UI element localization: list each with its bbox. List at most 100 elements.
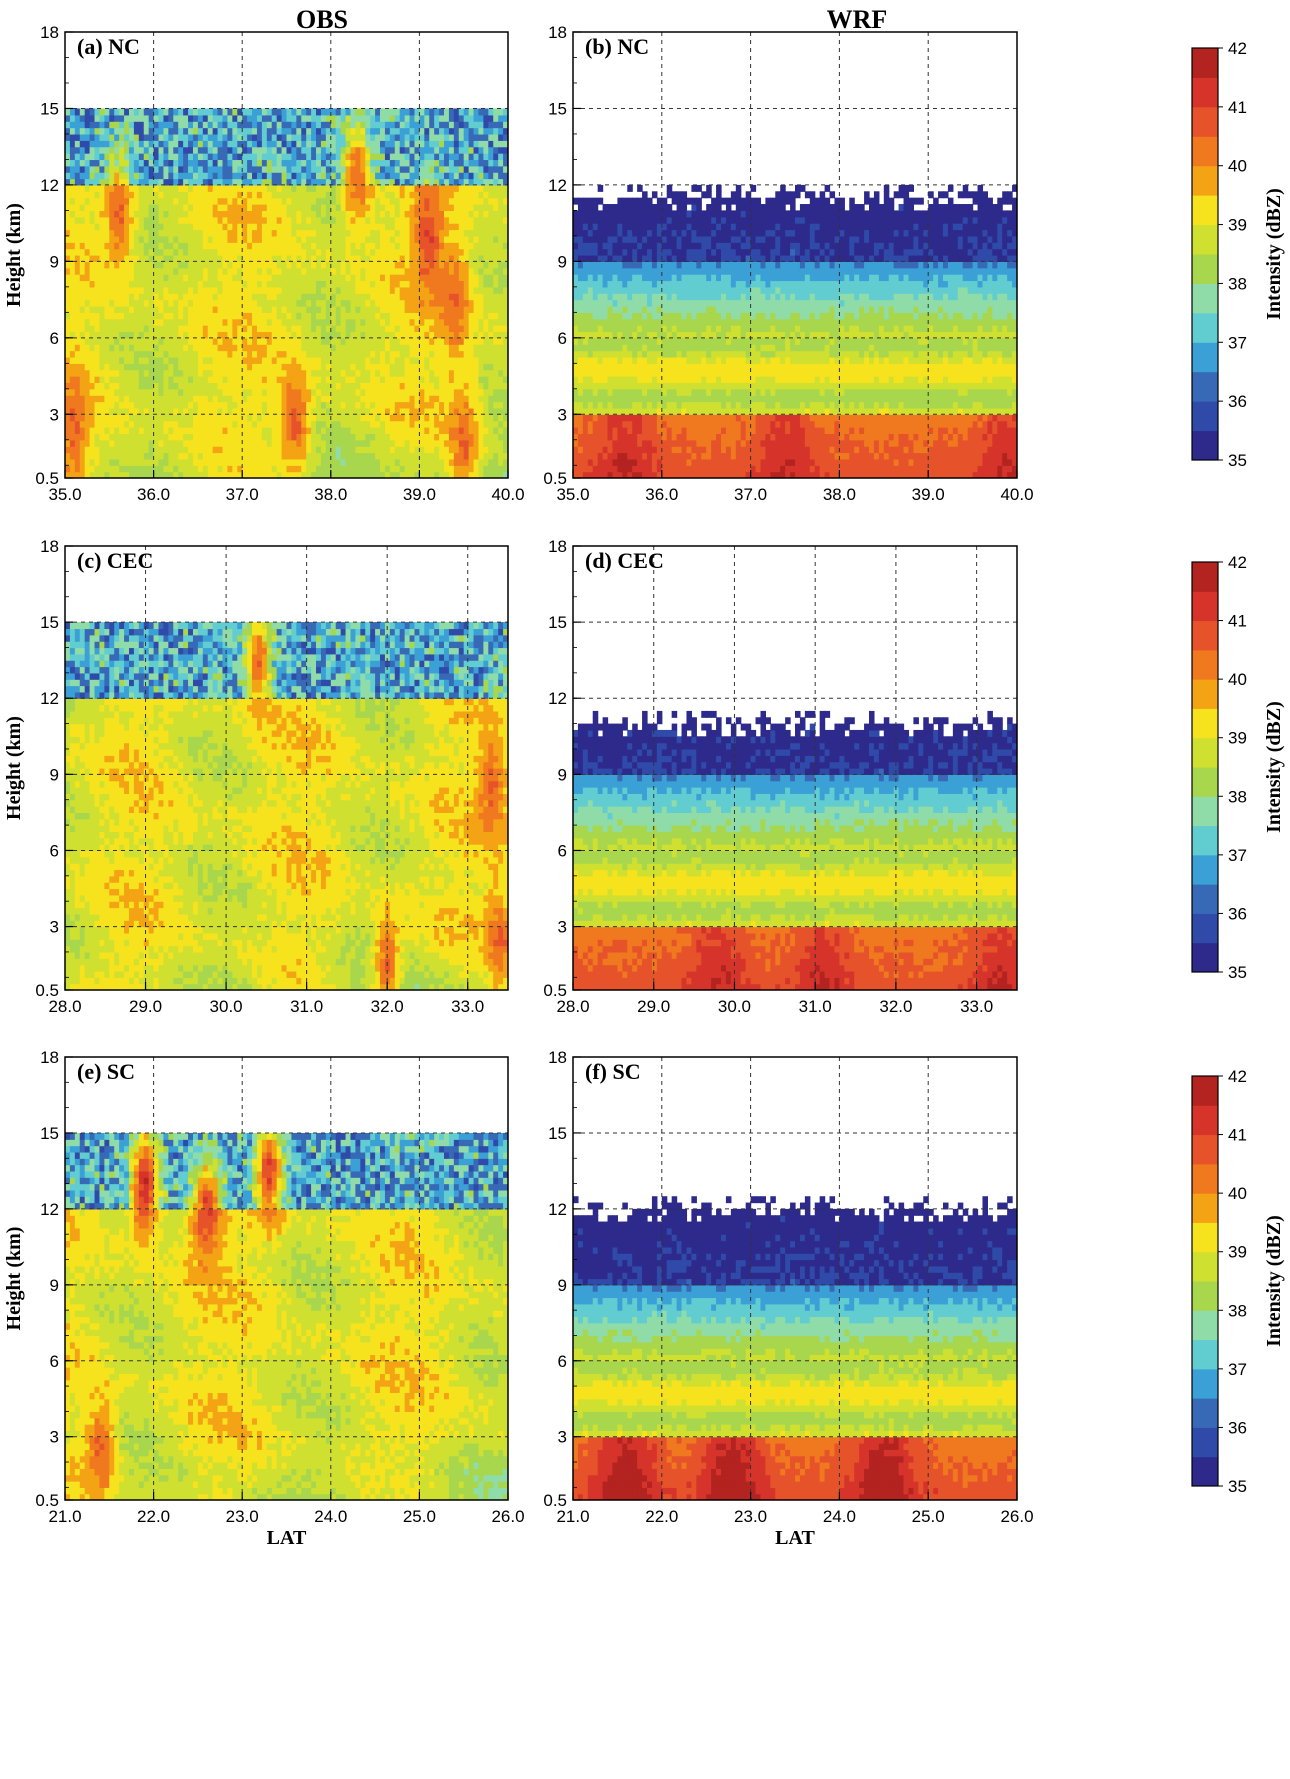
contour-cell: [306, 299, 312, 307]
contour-cell: [384, 356, 391, 364]
contour-cell: [419, 395, 425, 403]
contour-cell: [419, 471, 425, 478]
contour-cell: [316, 299, 322, 307]
contour-cell: [94, 178, 101, 186]
contour-cell: [158, 274, 165, 282]
contour-cell: [173, 184, 179, 192]
contour-cell: [468, 414, 475, 422]
contour-cell: [384, 229, 391, 237]
contour-cell: [306, 471, 312, 478]
contour-cell: [360, 210, 366, 218]
contour-cell: [384, 178, 391, 186]
contour-cell: [212, 331, 219, 339]
contour-cell: [311, 255, 317, 262]
contour-cell: [384, 293, 391, 301]
contour-cell: [473, 312, 480, 320]
contour-cell: [202, 420, 209, 428]
contour-cell: [291, 248, 297, 256]
contour-cell: [99, 439, 105, 447]
contour-cell: [227, 146, 233, 154]
contour-cell: [483, 382, 489, 390]
contour-cell: [119, 146, 125, 154]
contour-cell: [133, 465, 140, 473]
contour-cell: [316, 261, 322, 269]
contour-cell: [222, 197, 229, 205]
contour-cell: [330, 178, 337, 186]
contour-cell: [232, 337, 238, 345]
contour-cell: [79, 133, 86, 141]
contour-cell: [69, 420, 76, 428]
contour-cell: [404, 172, 411, 180]
contour-cell: [384, 242, 391, 250]
contour-cell: [104, 165, 110, 173]
contour-cell: [404, 331, 411, 339]
contour-cell: [178, 121, 184, 129]
contour-cell: [84, 286, 91, 294]
contour-cell: [173, 165, 179, 173]
contour-cell: [384, 184, 391, 192]
contour-cell: [360, 153, 366, 161]
contour-cell: [439, 452, 445, 460]
contour-cell: [266, 337, 273, 345]
contour-cell: [143, 458, 150, 466]
contour-cell: [188, 388, 194, 396]
contour-cell: [212, 165, 219, 173]
contour-cell: [350, 274, 357, 282]
contour-cell: [119, 261, 125, 269]
contour-cell: [276, 114, 283, 122]
contour-cell: [252, 299, 258, 307]
contour-cell: [227, 331, 233, 339]
contour-cell: [222, 242, 229, 250]
contour-cell: [306, 446, 312, 454]
contour-cell: [458, 350, 465, 358]
contour-cell: [133, 267, 140, 275]
contour-cell: [65, 395, 71, 403]
contour-cell: [232, 153, 238, 161]
contour-cell: [158, 261, 165, 269]
contour-cell: [453, 210, 460, 218]
contour-cell: [345, 293, 352, 301]
contour-cell: [458, 108, 465, 116]
contour-cell: [360, 140, 366, 148]
contour-cell: [360, 369, 366, 377]
contour-cell: [409, 108, 416, 116]
contour-cell: [444, 286, 450, 294]
contour-cell: [291, 458, 297, 466]
contour-cell: [133, 274, 140, 282]
contour-cell: [94, 210, 101, 218]
contour-cell: [473, 210, 480, 218]
contour-cell: [473, 446, 480, 454]
contour-cell: [232, 191, 238, 199]
contour-cell: [168, 318, 174, 326]
contour-cell: [69, 331, 76, 339]
contour-cell: [473, 293, 480, 301]
contour-cell: [65, 331, 71, 339]
contour-cell: [389, 261, 396, 269]
contour-cell: [94, 388, 101, 396]
contour-cell: [143, 216, 150, 224]
contour-cell: [252, 439, 258, 447]
contour-cell: [360, 401, 366, 409]
contour-cell: [163, 376, 169, 384]
contour-cell: [350, 465, 357, 473]
contour-cell: [320, 299, 327, 307]
contour-cell: [330, 318, 337, 326]
contour-cell: [306, 255, 312, 262]
contour-cell: [197, 446, 204, 454]
contour-cell: [256, 178, 263, 186]
contour-cell: [183, 121, 189, 129]
contour-cell: [158, 197, 165, 205]
contour-cell: [109, 184, 115, 192]
contour-cell: [197, 197, 204, 205]
contour-cell: [143, 427, 150, 434]
contour-cell: [247, 427, 253, 434]
contour-cell: [399, 165, 406, 173]
contour-cell: [316, 337, 322, 345]
contour-cell: [261, 204, 268, 211]
contour-cell: [335, 184, 342, 192]
contour-cell: [380, 127, 386, 135]
contour-cell: [389, 223, 396, 231]
contour-cell: [291, 267, 297, 275]
contour-cell: [301, 325, 307, 333]
contour-cell: [473, 267, 480, 275]
